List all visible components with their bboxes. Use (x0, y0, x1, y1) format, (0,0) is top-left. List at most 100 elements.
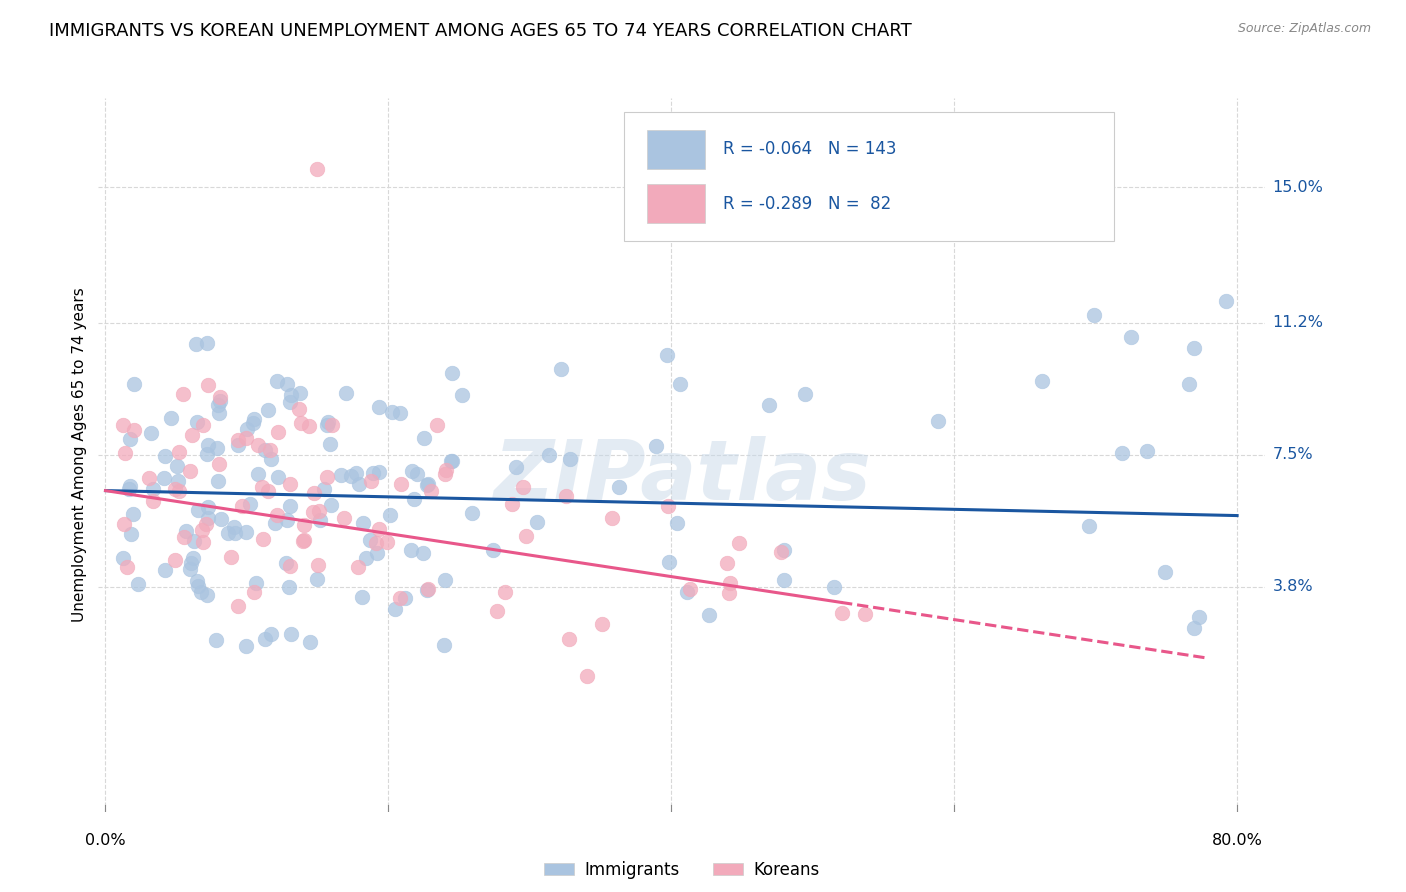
Point (176, 524, 198, 539)
Point (669, 376, 692, 391)
Point (235, 524, 257, 539)
Point (208, 390, 231, 404)
Point (329, 467, 352, 482)
Point (277, 580, 299, 594)
Point (758, 398, 780, 412)
Point (115, 560, 138, 574)
Point (172, 387, 194, 401)
Point (127, 577, 149, 591)
Point (278, 558, 301, 573)
Point (226, 433, 249, 447)
Point (315, 417, 337, 432)
Point (366, 535, 388, 549)
Point (418, 582, 440, 597)
Point (406, 467, 429, 482)
Point (260, 627, 283, 641)
Point (434, 463, 457, 477)
Point (318, 436, 340, 450)
Point (242, 417, 264, 431)
Point (302, 486, 325, 500)
Point (433, 639, 456, 653)
Point (260, 452, 283, 467)
Point (679, 582, 702, 596)
Point (794, 387, 817, 401)
Point (186, 416, 208, 430)
Point (482, 542, 505, 557)
Point (224, 525, 246, 540)
Point (278, 476, 301, 491)
Point (720, 576, 742, 591)
Point (394, 591, 416, 605)
Point (257, 484, 280, 499)
Point (1119, 330, 1142, 344)
Point (441, 454, 464, 468)
Point (183, 533, 205, 548)
Point (139, 426, 162, 441)
Point (557, 632, 579, 646)
Point (307, 572, 329, 586)
Point (112, 417, 135, 432)
Point (280, 388, 302, 402)
Point (217, 526, 239, 541)
Point (575, 669, 598, 683)
Point (160, 410, 183, 425)
Y-axis label: Unemployment Among Ages 65 to 74 years: Unemployment Among Ages 65 to 74 years (72, 287, 87, 623)
Point (239, 497, 262, 511)
Text: Source: ZipAtlas.com: Source: ZipAtlas.com (1237, 22, 1371, 36)
Point (307, 558, 329, 572)
Point (280, 627, 302, 641)
Point (770, 545, 793, 559)
Point (266, 374, 288, 388)
Point (352, 516, 374, 530)
FancyBboxPatch shape (647, 184, 706, 223)
Point (190, 584, 212, 599)
FancyBboxPatch shape (647, 130, 706, 169)
Point (111, 551, 134, 566)
Point (927, 413, 949, 427)
Point (291, 533, 314, 548)
Point (191, 417, 214, 432)
Point (246, 438, 269, 452)
Point (360, 474, 382, 488)
Point (1031, 375, 1053, 389)
Point (235, 639, 257, 653)
Point (314, 482, 336, 496)
Point (226, 599, 249, 614)
Legend: Immigrants, Koreans: Immigrants, Koreans (538, 855, 825, 886)
Point (368, 522, 391, 536)
Point (1111, 446, 1133, 460)
Point (122, 507, 145, 521)
Point (118, 433, 141, 447)
Point (1182, 341, 1205, 355)
Point (1215, 294, 1237, 309)
Point (243, 411, 266, 425)
Point (308, 503, 330, 517)
Text: 80.0%: 80.0% (1212, 833, 1263, 848)
Point (319, 498, 342, 512)
Point (169, 445, 191, 459)
Point (208, 406, 231, 420)
Point (195, 447, 218, 461)
Point (1136, 443, 1159, 458)
Point (381, 405, 404, 419)
Point (655, 348, 678, 362)
Text: 11.2%: 11.2% (1272, 316, 1323, 330)
Point (276, 376, 298, 391)
Point (167, 474, 190, 488)
Point (412, 546, 434, 560)
Point (292, 517, 315, 532)
Point (118, 479, 141, 493)
Point (308, 513, 330, 527)
Point (591, 617, 613, 632)
Point (823, 580, 845, 594)
Point (124, 377, 146, 392)
Point (197, 500, 219, 514)
Point (205, 442, 228, 456)
Point (502, 497, 524, 511)
Point (321, 417, 343, 432)
Text: R = -0.064   N = 143: R = -0.064 N = 143 (723, 141, 896, 159)
Point (187, 503, 209, 517)
Point (219, 550, 242, 565)
Point (366, 545, 388, 559)
Point (460, 506, 482, 520)
